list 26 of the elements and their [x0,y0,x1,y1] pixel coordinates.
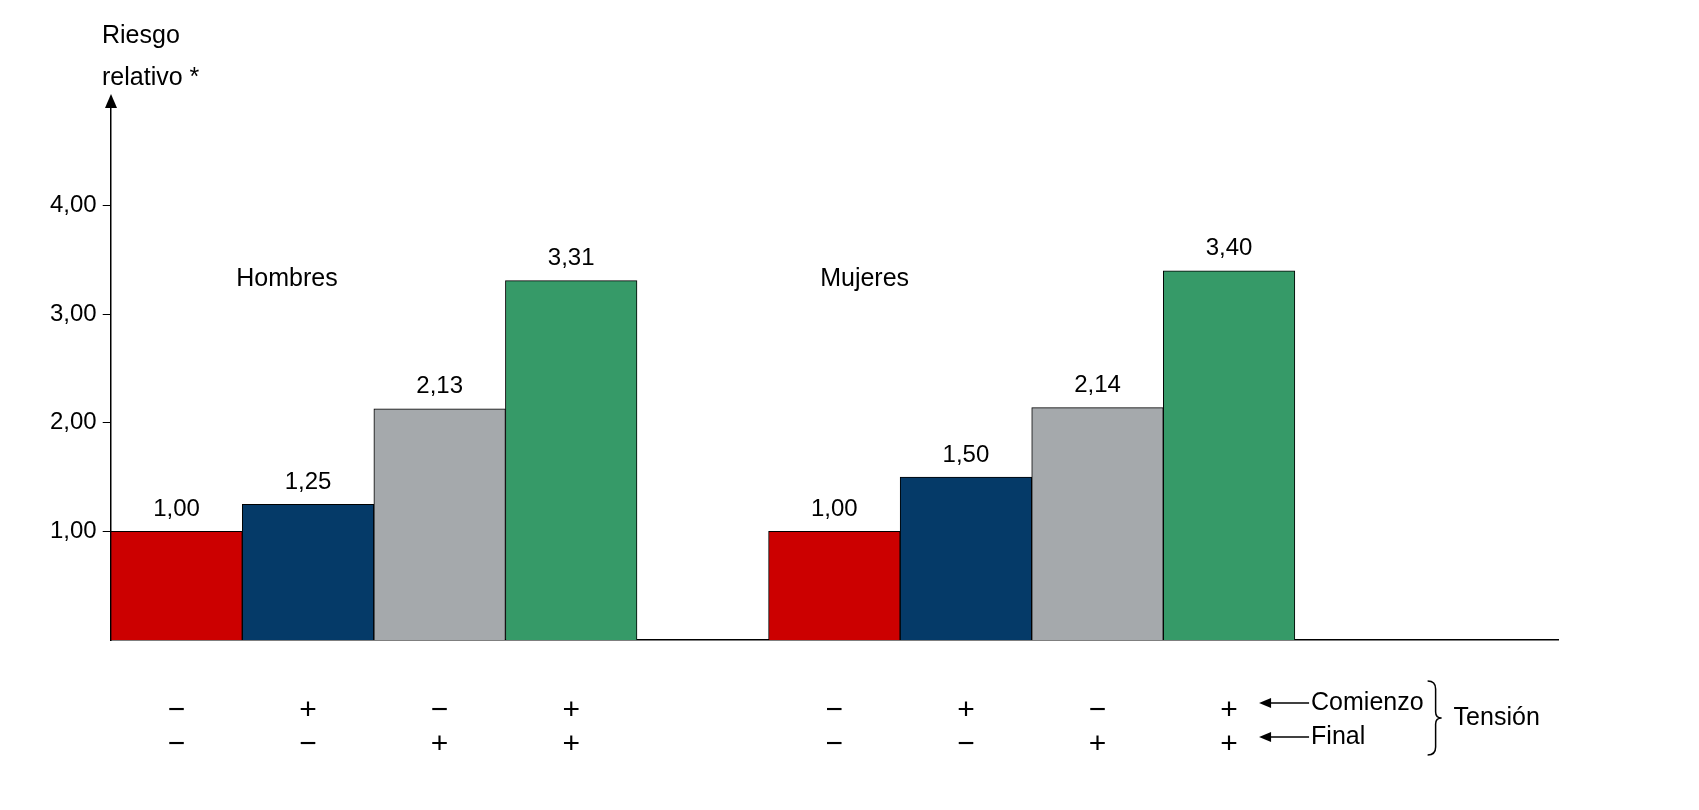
x-tick-label: − − [825,692,844,760]
x-tick-label: + − [957,692,975,760]
x-tick-label: − − [167,692,186,760]
x-tick-label: + + [562,692,580,760]
data-label: 3,31 [547,243,595,271]
y-tick-label: 1,00 [49,516,97,544]
data-label: 1,25 [284,466,332,494]
data-label: 1,50 [942,439,990,467]
text: Tensión [1453,701,1540,730]
y-tick-label: 4,00 [49,190,97,218]
x-tick-label: − + [1088,692,1107,760]
text: Comienzo [1311,686,1424,715]
annotation: Mujeres [820,263,910,292]
data-label: 2,14 [1074,370,1121,398]
data-label: 2,13 [416,371,463,399]
annotation: Hombres [236,263,338,292]
data-label: 1,00 [811,494,858,522]
text: Final [1311,720,1366,749]
data-label: 1,00 [153,494,200,522]
data-label: 3,40 [1205,233,1253,261]
y-axis-title: Riesgo relativo * [102,19,200,90]
y-tick-label: 3,00 [49,298,97,326]
y-tick-label: 2,00 [49,407,97,435]
x-tick-label: + − [299,692,317,760]
x-tick-label: + + [1220,692,1238,760]
x-tick-label: − + [430,692,449,760]
